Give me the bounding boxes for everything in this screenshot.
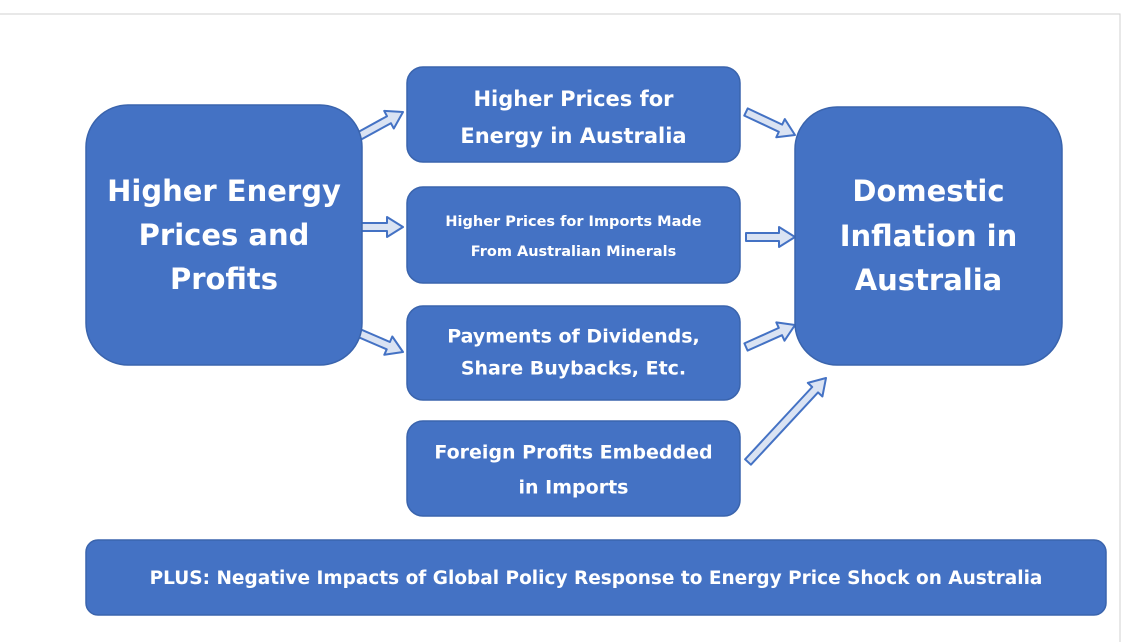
- node-label: Prices and: [139, 218, 310, 252]
- node-label: Inflation in: [840, 219, 1018, 253]
- node-label: in Imports: [519, 477, 629, 499]
- node-box: [406, 305, 741, 401]
- node-box: [406, 66, 741, 163]
- node-label: Profits: [170, 262, 278, 296]
- node-label: From Australian Minerals: [471, 244, 676, 260]
- node-label: Higher Prices for: [473, 87, 674, 111]
- node-box: [406, 420, 741, 517]
- node-label: Energy in Australia: [460, 124, 686, 148]
- frame: [0, 13, 1121, 642]
- node-label: Foreign Profits Embedded: [434, 442, 712, 464]
- node-box: [85, 104, 363, 366]
- node-label: Australia: [855, 263, 1003, 297]
- node-label: Payments of Dividends,: [447, 326, 700, 348]
- arrow: [744, 377, 827, 466]
- node-box: [794, 106, 1063, 366]
- node-box: [85, 539, 1107, 616]
- arrow: [743, 321, 796, 352]
- node-label: Domestic: [852, 174, 1004, 208]
- arrow: [743, 107, 796, 139]
- arrow: [745, 226, 796, 248]
- node-label: Share Buybacks, Etc.: [461, 358, 686, 380]
- node-label: Higher Prices for Imports Made: [445, 214, 701, 230]
- node-box: [406, 186, 741, 284]
- node-label: Higher Energy: [107, 174, 341, 208]
- node-label: PLUS: Negative Impacts of Global Policy …: [150, 568, 1043, 589]
